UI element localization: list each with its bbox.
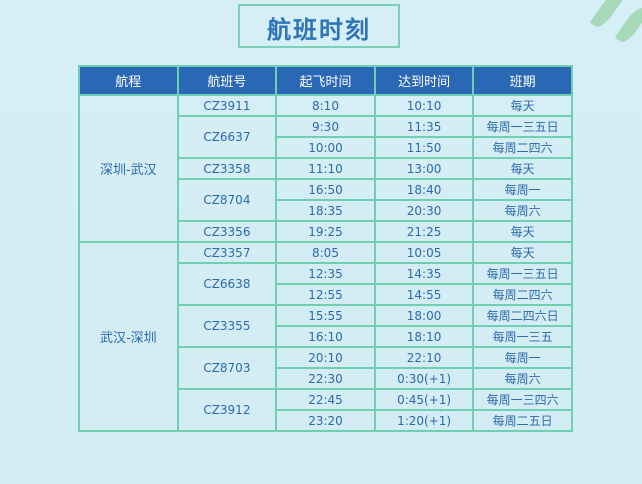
schedule-cell: 每周二五日 [472,409,573,432]
arrival-time-cell: 22:10 [373,346,475,369]
leaf-decoration [614,4,642,46]
flight-number-cell: CZ8704 [176,178,278,222]
table-row: CZ6638 12:35 14:35 每周一三五日 [79,262,573,306]
arrival-time-cell: 18:00 [373,304,475,327]
arrival-time-cell: 0:30(+1) [373,367,475,390]
schedule-cell: 每周一 [472,178,573,201]
schedule-cell: 每周六 [472,199,573,222]
leaf-decoration [589,0,625,31]
header-route: 航程 [78,65,179,96]
departure-time-cell: 20:10 [275,346,376,369]
schedule-cell: 每周一三五 [472,325,573,348]
table-row: 武汉-深圳 CZ3357 8:05 10:05 每天 [78,241,573,432]
flight-schedule-table: 航程 航班号 起飞时间 达到时间 班期 深圳-武汉 CZ3911 8:10 10:10… [78,65,573,432]
departure-time-cell: 8:05 [275,241,376,264]
route-cell: 武汉-深圳 [78,241,179,432]
schedule-cell: 每天 [472,157,573,180]
schedule-cell: 每周二四六日 [472,304,573,327]
schedule-cell: 每周一三五日 [472,262,573,285]
departure-time-cell: 11:10 [275,157,376,180]
table-row: 深圳-武汉 CZ3911 8:10 10:10 每天 [78,94,573,243]
schedule-cell: 每天 [472,241,573,264]
page-title: 航班时刻 [267,15,371,44]
departure-time-cell: 8:10 [275,94,376,117]
route-cell: 深圳-武汉 [78,94,179,243]
flight-number-cell: CZ6638 [176,262,278,306]
departure-time-cell: 16:10 [275,325,376,348]
table-header-row: 航程 航班号 起飞时间 达到时间 班期 [78,65,573,96]
arrival-time-cell: 20:30 [373,199,475,222]
arrival-time-cell: 13:00 [373,157,475,180]
flight-number-cell: CZ8703 [176,346,278,390]
arrival-time-cell: 14:35 [373,262,475,285]
table-row: CZ3358 11:10 13:00 每天 [79,157,573,180]
arrival-time-cell: 14:55 [373,283,475,306]
schedule-cell: 每周一 [472,346,573,369]
flight-number-cell: CZ3355 [176,304,278,348]
flight-number-cell: CZ3358 [176,157,278,180]
departure-time-cell: 12:35 [275,262,376,285]
departure-time-cell: 18:35 [275,199,376,222]
table-row: CZ3355 15:55 18:00 每周二四六日 [79,304,573,348]
table-row: CZ3912 22:45 0:45(+1) 每周一三四六 [79,388,573,432]
schedule-cell: 每天 [472,220,573,243]
departure-time-cell: 10:00 [275,136,376,159]
departure-time-cell: 12:55 [275,283,376,306]
header-schedule: 班期 [472,65,573,96]
table-row: 12:55 14:55 每周二四六 [79,283,573,306]
table-row: CZ6637 9:30 11:35 每周一三五日 [79,115,573,159]
arrival-time-cell: 10:05 [373,241,475,264]
schedule-cell: 每周一三四六 [472,388,573,411]
flight-number-cell: CZ3911 [176,94,278,117]
schedule-cell: 每周一三五日 [472,115,573,138]
arrival-time-cell: 0:45(+1) [373,388,475,411]
departure-time-cell: 22:30 [275,367,376,390]
flight-number-cell: CZ3912 [176,388,278,432]
departure-time-cell: 23:20 [275,409,376,432]
table-row: 23:20 1:20(+1) 每周二五日 [79,409,573,432]
departure-time-cell: 15:55 [275,304,376,327]
header-departure: 起飞时间 [275,65,376,96]
schedule-cell: 每周六 [472,367,573,390]
flight-number-cell: CZ3357 [176,241,278,264]
table-row: CZ3356 19:25 21:25 每天 [79,220,573,243]
table-row: 10:00 11:50 每周二四六 [79,136,573,159]
schedule-cell: 每周二四六 [472,136,573,159]
flight-number-cell: CZ6637 [176,115,278,159]
title-frame: 航班时刻 [238,4,400,48]
flight-number-cell: CZ3356 [176,220,278,243]
table-row: CZ8704 16:50 18:40 每周一 [79,178,573,222]
schedule-cell: 每周二四六 [472,283,573,306]
header-flight-no: 航班号 [176,65,278,96]
header-arrival: 达到时间 [373,65,475,96]
departure-time-cell: 9:30 [275,115,376,138]
arrival-time-cell: 18:40 [373,178,475,201]
table-row: CZ8703 20:10 22:10 每周一 [79,346,573,390]
schedule-cell: 每天 [472,94,573,117]
arrival-time-cell: 1:20(+1) [373,409,475,432]
arrival-time-cell: 11:35 [373,115,475,138]
arrival-time-cell: 10:10 [373,94,475,117]
table-row: 18:35 20:30 每周六 [79,199,573,222]
departure-time-cell: 22:45 [275,388,376,411]
departure-time-cell: 16:50 [275,178,376,201]
arrival-time-cell: 21:25 [373,220,475,243]
table-row: 16:10 18:10 每周一三五 [79,325,573,348]
arrival-time-cell: 18:10 [373,325,475,348]
arrival-time-cell: 11:50 [373,136,475,159]
departure-time-cell: 19:25 [275,220,376,243]
table-row: 22:30 0:30(+1) 每周六 [79,367,573,390]
